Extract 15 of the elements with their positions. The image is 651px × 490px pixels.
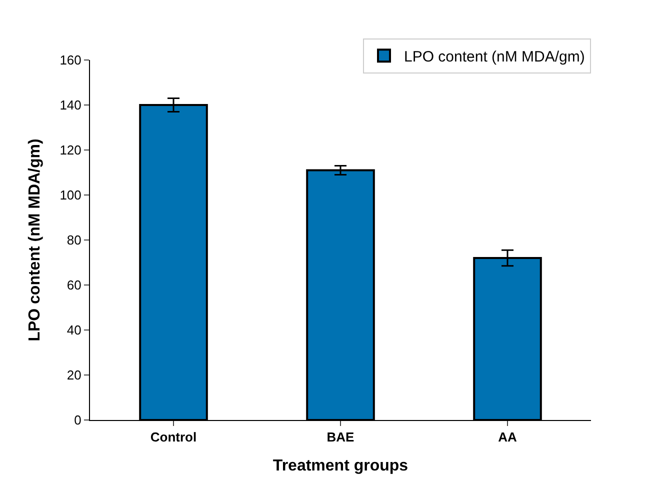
y-tick-label: 160 xyxy=(60,52,82,68)
x-tick-label: AA xyxy=(498,430,518,445)
y-tick-label: 100 xyxy=(60,188,82,203)
x-tick-label: Control xyxy=(150,430,197,445)
x-tick-label: BAE xyxy=(326,430,355,445)
y-tick-label: 140 xyxy=(60,98,82,113)
x-axis-title: Treatment groups xyxy=(272,457,408,474)
y-tick-label: 80 xyxy=(66,232,82,248)
legend-label: LPO content (nM MDA/gm) xyxy=(404,48,585,66)
y-tick-label: 60 xyxy=(66,278,82,293)
y-tick-label: 120 xyxy=(60,142,82,158)
y-tick-label: 20 xyxy=(66,368,82,383)
y-axis-title: LPO content (nM MDA/gm) xyxy=(26,138,44,342)
y-tick-label: 0 xyxy=(74,412,82,428)
y-tick-label: 40 xyxy=(66,322,82,338)
